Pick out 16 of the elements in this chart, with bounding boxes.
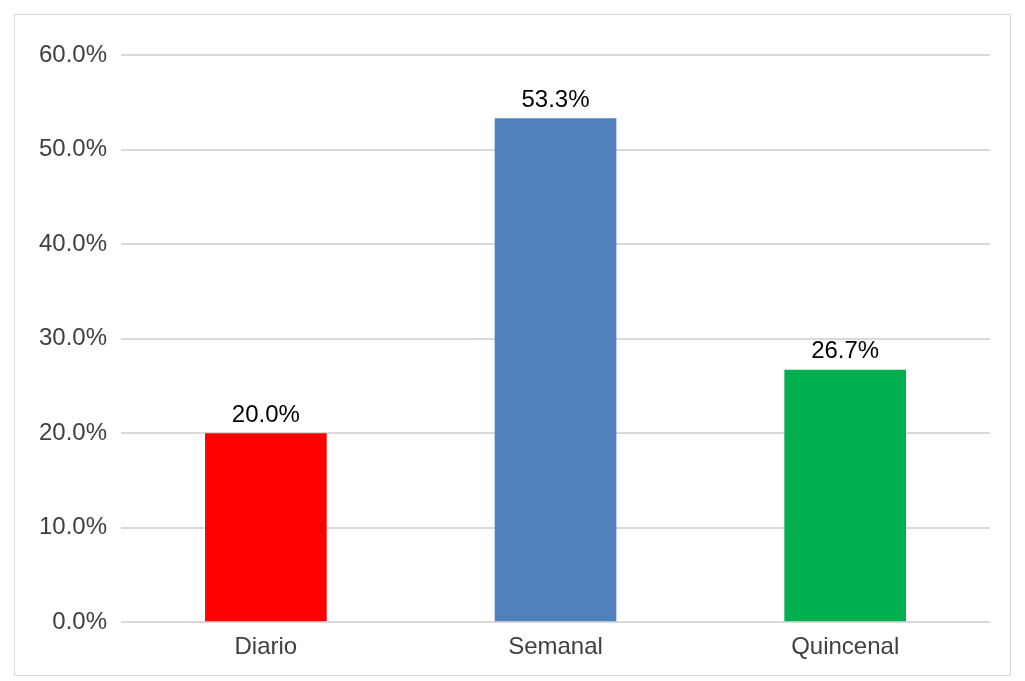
y-tick-label: 20.0%: [38, 417, 108, 445]
y-tick-label: 0.0%: [52, 606, 108, 634]
bar: [205, 433, 327, 622]
data-label: 26.7%: [811, 336, 880, 364]
bar: [494, 118, 617, 622]
data-label: 53.3%: [521, 84, 590, 112]
y-tick-label: 40.0%: [38, 228, 108, 256]
y-tick-label: 60.0%: [38, 39, 108, 67]
x-tick-label: Quincenal: [791, 632, 900, 660]
x-tick-label: Semanal: [508, 632, 603, 660]
y-tick-label: 10.0%: [38, 512, 108, 540]
x-tick-label: Diario: [234, 632, 298, 660]
data-label: 20.0%: [231, 399, 300, 427]
y-tick-label: 50.0%: [38, 134, 108, 162]
bar: [784, 369, 906, 622]
y-tick-label: 30.0%: [38, 323, 108, 351]
